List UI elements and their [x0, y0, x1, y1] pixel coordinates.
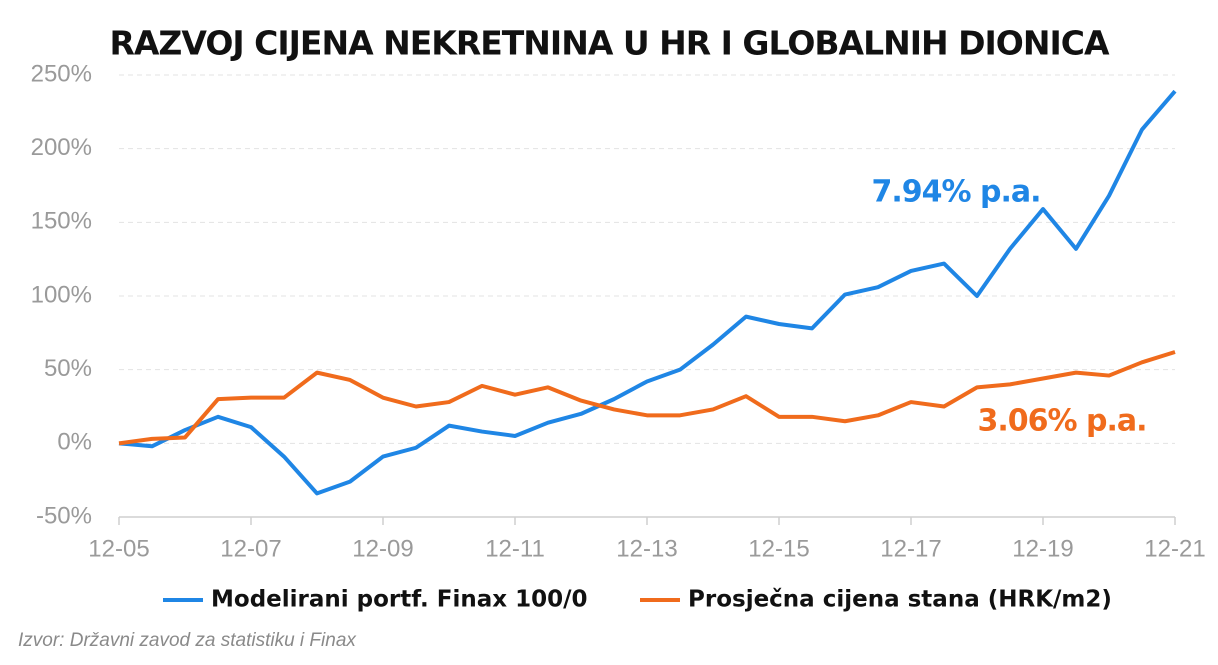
x-tick-label: 12-11 — [485, 535, 545, 562]
y-tick-label: 0% — [57, 429, 92, 456]
x-tick-label: 12-17 — [880, 535, 941, 562]
x-tick-label: 12-19 — [1012, 535, 1073, 562]
legend-label: Prosječna cijena stana (HRK/m2) — [688, 587, 1112, 613]
annotation: 3.06% p.a. — [977, 404, 1146, 439]
y-tick-label: 50% — [44, 355, 92, 382]
x-tick-label: 12-15 — [748, 535, 809, 562]
x-tick-label: 12-07 — [220, 535, 281, 562]
y-tick-label: -50% — [36, 502, 92, 529]
source-note: Izvor: Državni zavod za statistiku i Fin… — [18, 630, 357, 651]
annotation: 7.94% p.a. — [871, 175, 1040, 210]
x-tick-label: 12-09 — [352, 535, 413, 562]
y-tick-label: 200% — [31, 134, 92, 161]
y-tick-label: 100% — [31, 281, 92, 308]
series-line — [118, 89, 1177, 496]
x-tick-label: 12-05 — [88, 535, 149, 562]
x-tick-label: 12-21 — [1144, 535, 1205, 562]
y-tick-label: 250% — [31, 60, 92, 87]
series-line — [118, 350, 1176, 446]
x-tick-label: 12-13 — [616, 535, 677, 562]
chart-title: RAZVOJ CIJENA NEKRETNINA U HR I GLOBALNI… — [109, 24, 1109, 63]
legend-label: Modelirani portf. Finax 100/0 — [211, 587, 588, 613]
y-tick-label: 150% — [31, 208, 92, 235]
